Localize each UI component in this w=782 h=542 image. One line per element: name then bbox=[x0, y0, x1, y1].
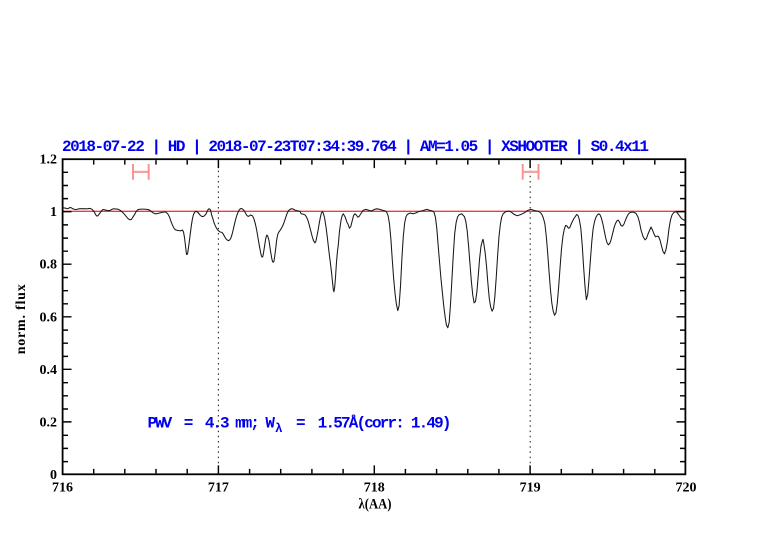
svg-text:1: 1 bbox=[50, 205, 57, 220]
svg-text:2018-07-22 | HD | 2018-07-23T0: 2018-07-22 | HD | 2018-07-23T07:34:39.76… bbox=[62, 138, 649, 156]
svg-text:0: 0 bbox=[50, 468, 57, 483]
svg-text:719: 719 bbox=[520, 481, 541, 496]
svg-text:0.4: 0.4 bbox=[40, 363, 58, 378]
svg-text:0.8: 0.8 bbox=[40, 258, 58, 273]
svg-text:0.2: 0.2 bbox=[40, 415, 58, 430]
svg-text:λ: λ bbox=[275, 422, 283, 436]
svg-text:716: 716 bbox=[52, 481, 73, 496]
svg-text:717: 717 bbox=[208, 481, 229, 496]
svg-text:= 1.57Å(corr: 1.49): = 1.57Å(corr: 1.49) bbox=[296, 414, 452, 433]
svg-text:1.2: 1.2 bbox=[40, 153, 58, 168]
svg-text:0.6: 0.6 bbox=[40, 310, 58, 325]
svg-text:PWV = 4.3 mm; W: PWV = 4.3 mm; W bbox=[148, 415, 276, 433]
svg-text:720: 720 bbox=[676, 481, 697, 496]
svg-text:λ(AA): λ(AA) bbox=[359, 497, 392, 513]
svg-text:norm. flux: norm. flux bbox=[14, 284, 29, 354]
svg-text:718: 718 bbox=[364, 481, 385, 496]
